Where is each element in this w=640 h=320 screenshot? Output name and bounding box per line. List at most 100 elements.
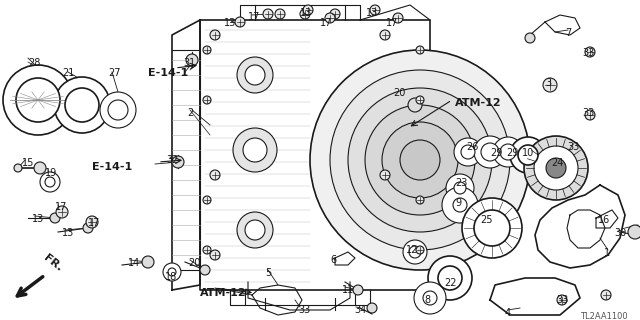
Circle shape bbox=[330, 70, 510, 250]
Text: 9: 9 bbox=[455, 198, 461, 208]
Circle shape bbox=[461, 145, 475, 159]
Circle shape bbox=[438, 266, 462, 290]
Text: 33: 33 bbox=[298, 305, 310, 315]
Text: 17: 17 bbox=[88, 218, 100, 228]
Circle shape bbox=[45, 177, 55, 187]
Text: 6: 6 bbox=[330, 255, 336, 265]
Circle shape bbox=[370, 5, 380, 15]
Text: 29: 29 bbox=[490, 148, 502, 158]
Circle shape bbox=[237, 212, 273, 248]
Circle shape bbox=[416, 196, 424, 204]
Text: 21: 21 bbox=[62, 68, 74, 78]
Text: 33: 33 bbox=[582, 48, 595, 58]
Text: ATM-12: ATM-12 bbox=[200, 288, 246, 298]
Text: ATM-12: ATM-12 bbox=[455, 98, 502, 108]
Text: 7: 7 bbox=[565, 28, 572, 38]
Text: 5: 5 bbox=[265, 268, 271, 278]
Circle shape bbox=[210, 170, 220, 180]
Text: 11: 11 bbox=[342, 285, 355, 295]
Text: 13: 13 bbox=[224, 18, 236, 28]
Circle shape bbox=[16, 78, 60, 122]
Circle shape bbox=[585, 110, 595, 120]
Circle shape bbox=[510, 137, 546, 173]
Circle shape bbox=[546, 158, 566, 178]
Circle shape bbox=[310, 50, 530, 270]
Circle shape bbox=[454, 138, 482, 166]
Circle shape bbox=[203, 196, 211, 204]
Text: E-14-1: E-14-1 bbox=[148, 68, 188, 78]
Circle shape bbox=[83, 223, 93, 233]
Text: 13: 13 bbox=[366, 8, 378, 18]
Circle shape bbox=[500, 144, 516, 160]
Text: 31: 31 bbox=[183, 58, 195, 68]
Circle shape bbox=[416, 246, 424, 254]
Text: 33: 33 bbox=[582, 108, 595, 118]
Circle shape bbox=[3, 65, 73, 135]
Circle shape bbox=[54, 77, 110, 133]
Circle shape bbox=[585, 47, 595, 57]
Circle shape bbox=[534, 146, 578, 190]
Circle shape bbox=[330, 9, 340, 19]
Circle shape bbox=[233, 128, 277, 172]
Circle shape bbox=[168, 268, 176, 276]
Circle shape bbox=[56, 206, 68, 218]
Circle shape bbox=[416, 96, 424, 104]
Circle shape bbox=[14, 164, 22, 172]
Circle shape bbox=[235, 17, 245, 27]
Circle shape bbox=[423, 291, 437, 305]
Circle shape bbox=[474, 210, 510, 246]
Text: 34: 34 bbox=[354, 305, 366, 315]
Circle shape bbox=[408, 98, 422, 112]
Text: 27: 27 bbox=[108, 68, 120, 78]
Text: 10: 10 bbox=[522, 148, 534, 158]
Circle shape bbox=[348, 88, 492, 232]
Text: 18: 18 bbox=[165, 272, 177, 282]
Circle shape bbox=[245, 65, 265, 85]
Circle shape bbox=[409, 246, 421, 258]
Circle shape bbox=[203, 46, 211, 54]
Circle shape bbox=[200, 265, 210, 275]
Circle shape bbox=[163, 263, 181, 281]
Circle shape bbox=[454, 182, 466, 194]
Text: 30: 30 bbox=[614, 228, 627, 238]
Text: E-14-1: E-14-1 bbox=[92, 162, 132, 172]
Circle shape bbox=[210, 250, 220, 260]
Text: 19: 19 bbox=[45, 168, 57, 178]
Circle shape bbox=[142, 256, 154, 268]
Circle shape bbox=[493, 137, 523, 167]
Circle shape bbox=[172, 156, 184, 168]
Circle shape bbox=[50, 213, 60, 223]
Circle shape bbox=[414, 282, 446, 314]
Text: FR.: FR. bbox=[42, 252, 64, 273]
Circle shape bbox=[100, 92, 136, 128]
Circle shape bbox=[203, 96, 211, 104]
Circle shape bbox=[367, 303, 377, 313]
Circle shape bbox=[245, 220, 265, 240]
Circle shape bbox=[325, 13, 335, 23]
Circle shape bbox=[524, 136, 588, 200]
Text: 22: 22 bbox=[444, 278, 456, 288]
Circle shape bbox=[382, 122, 458, 198]
Circle shape bbox=[442, 187, 478, 223]
Circle shape bbox=[400, 140, 440, 180]
Text: 12: 12 bbox=[406, 245, 419, 255]
Text: 29: 29 bbox=[506, 148, 518, 158]
Text: 33: 33 bbox=[556, 295, 568, 305]
Circle shape bbox=[303, 5, 313, 15]
Text: 25: 25 bbox=[480, 215, 493, 225]
Circle shape bbox=[380, 170, 390, 180]
Text: 17: 17 bbox=[248, 12, 260, 22]
Circle shape bbox=[446, 174, 474, 202]
Circle shape bbox=[462, 198, 522, 258]
Circle shape bbox=[86, 216, 98, 228]
Circle shape bbox=[380, 30, 390, 40]
Circle shape bbox=[263, 9, 273, 19]
Text: 13: 13 bbox=[32, 214, 44, 224]
Circle shape bbox=[186, 54, 198, 66]
Text: 20: 20 bbox=[393, 88, 405, 98]
Circle shape bbox=[34, 162, 46, 174]
Circle shape bbox=[481, 143, 499, 161]
Text: 17: 17 bbox=[386, 18, 398, 28]
Text: 13: 13 bbox=[62, 228, 74, 238]
Circle shape bbox=[65, 88, 99, 122]
